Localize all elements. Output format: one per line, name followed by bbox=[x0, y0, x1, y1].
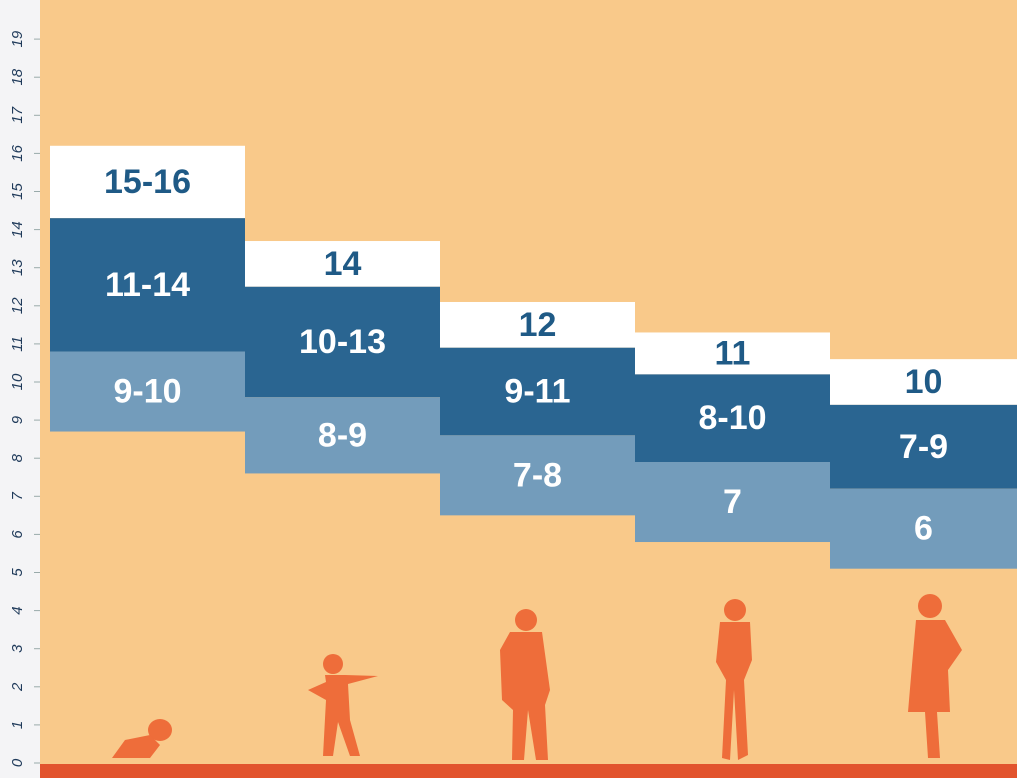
band-label: 6 bbox=[914, 510, 933, 548]
y-tick-label: 8 bbox=[9, 453, 26, 462]
band-label: 10 bbox=[905, 363, 943, 401]
y-tick-label: 11 bbox=[9, 336, 26, 352]
band-label: 15-16 bbox=[104, 163, 191, 201]
y-tick-label: 9 bbox=[9, 415, 26, 424]
y-tick-label: 7 bbox=[9, 491, 26, 500]
y-tick-label: 3 bbox=[9, 644, 26, 653]
y-tick-label: 14 bbox=[9, 221, 26, 238]
y-tick-label: 0 bbox=[9, 758, 26, 767]
band-label: 9-11 bbox=[504, 373, 570, 411]
y-tick-label: 4 bbox=[9, 606, 26, 614]
band-label: 11 bbox=[715, 334, 751, 372]
y-tick-label: 12 bbox=[9, 297, 26, 314]
y-tick-label: 13 bbox=[9, 259, 26, 276]
y-tick-label: 18 bbox=[9, 68, 26, 85]
band-label: 12 bbox=[519, 306, 557, 344]
y-tick-label: 2 bbox=[9, 682, 26, 692]
y-tick-label: 10 bbox=[9, 373, 26, 390]
band-label: 11-14 bbox=[105, 266, 190, 304]
y-tick-label: 15 bbox=[9, 183, 26, 200]
y-tick-label: 17 bbox=[9, 106, 26, 123]
band-label: 10-13 bbox=[299, 323, 386, 361]
band-label: 7-9 bbox=[899, 428, 948, 466]
y-tick-label: 5 bbox=[9, 568, 26, 577]
y-tick-label: 19 bbox=[9, 30, 26, 47]
band-label: 8-10 bbox=[698, 399, 766, 437]
y-tick-label: 6 bbox=[9, 530, 26, 539]
baseline bbox=[40, 764, 1017, 778]
band-label: 14 bbox=[324, 245, 362, 283]
y-tick-label: 16 bbox=[9, 144, 26, 161]
band-label: 7-8 bbox=[513, 456, 562, 494]
band-label: 7 bbox=[723, 483, 742, 521]
band-label: 9-10 bbox=[113, 373, 181, 411]
y-tick-label: 1 bbox=[9, 721, 26, 729]
band-label: 8-9 bbox=[318, 416, 367, 454]
chart: 01234567891011121314151617181915-1611-14… bbox=[0, 0, 1017, 778]
